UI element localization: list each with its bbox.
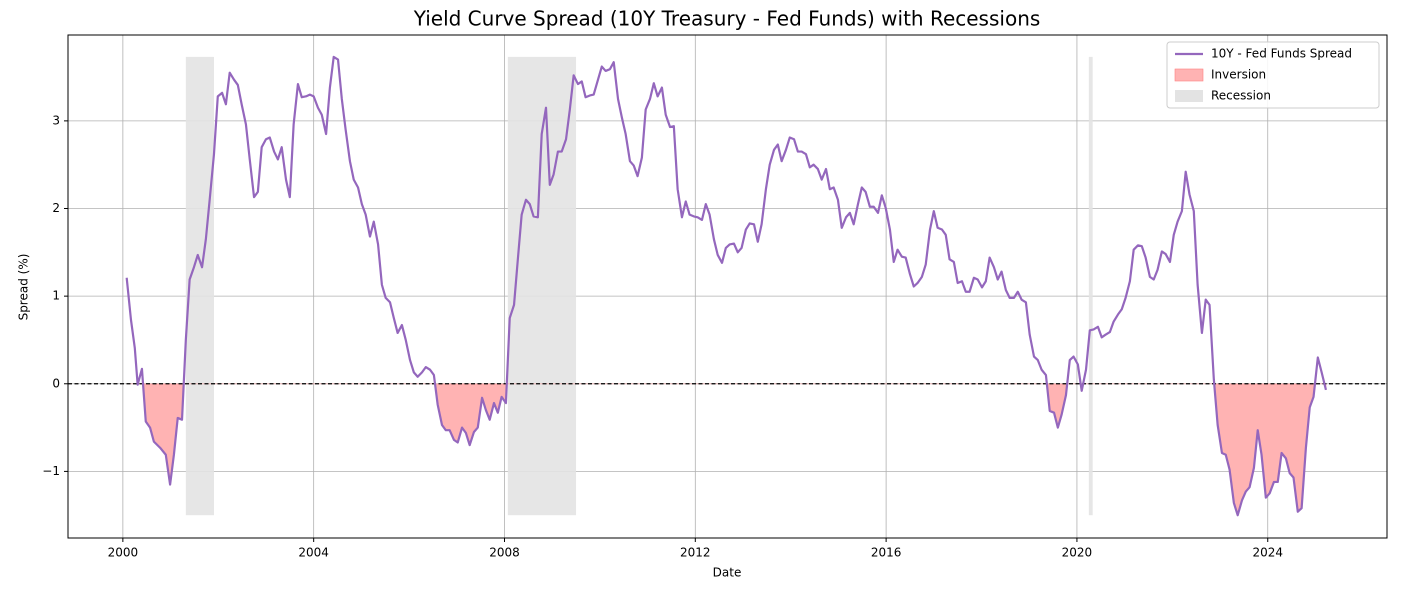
y-axis-label: Spread (%) <box>17 254 31 321</box>
legend-box <box>1166 41 1380 109</box>
x-tick-label: 2020 <box>1062 546 1093 560</box>
inversion-area <box>126 383 1327 517</box>
legend-label: 10Y - Fed Funds Spread <box>1211 47 1352 61</box>
plot-frame <box>67 34 1388 539</box>
recession-band <box>507 56 577 516</box>
series-line <box>125 55 1328 517</box>
y-tick-label: 1 <box>52 289 60 303</box>
recession-band <box>1088 56 1093 516</box>
legend-label: Inversion <box>1211 68 1266 82</box>
x-tick-label: 2000 <box>108 546 139 560</box>
legend-swatch <box>1175 90 1203 102</box>
chart-title: Yield Curve Spread (10Y Treasury - Fed F… <box>413 7 1041 31</box>
legend-swatch <box>1174 68 1204 82</box>
y-tick-label: 3 <box>52 113 60 127</box>
x-tick-label: 2024 <box>1252 546 1283 560</box>
y-tick-label: 2 <box>52 201 60 215</box>
x-tick-label: 2012 <box>680 546 711 560</box>
y-tick-label: 0 <box>52 376 60 390</box>
x-tick-label: 2016 <box>871 546 902 560</box>
x-tick-label: 2004 <box>298 546 329 560</box>
y-tick-label: −1 <box>42 464 60 478</box>
x-tick-label: 2008 <box>489 546 520 560</box>
legend-label: Recession <box>1211 89 1271 103</box>
x-axis-label: Date <box>713 566 742 580</box>
recession-band <box>185 56 214 516</box>
